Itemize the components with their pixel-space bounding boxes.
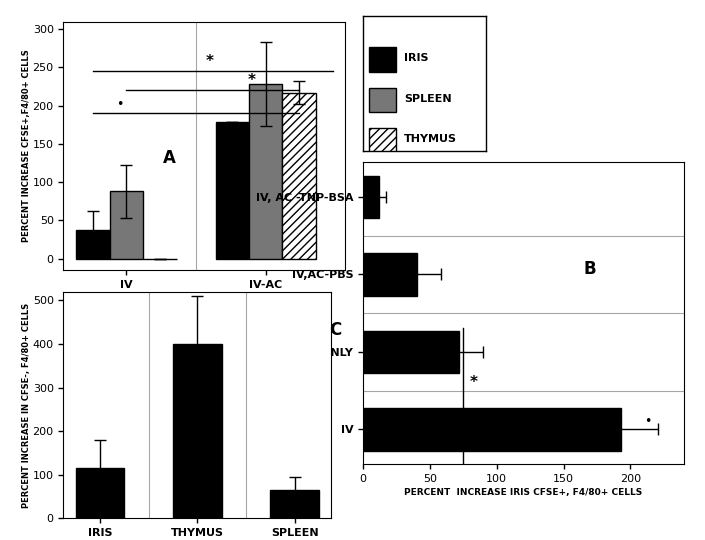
Text: *: * bbox=[470, 375, 478, 390]
Bar bbox=[369, 87, 396, 112]
Text: SPLEEN: SPLEEN bbox=[404, 93, 451, 104]
Text: A: A bbox=[163, 149, 176, 167]
Bar bbox=[369, 47, 396, 71]
Text: B: B bbox=[584, 260, 596, 279]
Text: •: • bbox=[644, 415, 651, 428]
Bar bbox=[110, 191, 143, 259]
Bar bbox=[283, 93, 316, 259]
Bar bbox=[75, 468, 124, 518]
Text: *: * bbox=[248, 73, 256, 88]
Bar bbox=[363, 408, 621, 451]
Bar bbox=[363, 330, 460, 373]
Bar bbox=[271, 490, 319, 518]
X-axis label: PERCENT  INCREASE IRIS CFSE+, F4/80+ CELLS: PERCENT INCREASE IRIS CFSE+, F4/80+ CELL… bbox=[405, 488, 642, 497]
Bar bbox=[363, 176, 379, 218]
Bar bbox=[363, 253, 417, 296]
Bar bbox=[216, 123, 249, 259]
Text: IRIS: IRIS bbox=[404, 53, 429, 63]
Y-axis label: PERCENT INCREASE CFSE+,F4/80+ CELLS: PERCENT INCREASE CFSE+,F4/80+ CELLS bbox=[23, 50, 31, 242]
Bar bbox=[76, 230, 110, 259]
Bar bbox=[173, 344, 222, 518]
Text: *: * bbox=[470, 414, 478, 429]
Text: *: * bbox=[206, 54, 214, 69]
Text: THYMUS: THYMUS bbox=[404, 134, 457, 144]
Y-axis label: PERCENT INCREASE IN CFSE-, F4/80+ CELLS: PERCENT INCREASE IN CFSE-, F4/80+ CELLS bbox=[23, 302, 31, 508]
Bar bbox=[249, 84, 283, 259]
Text: •: • bbox=[116, 98, 123, 111]
Text: C: C bbox=[329, 321, 341, 339]
Bar bbox=[369, 128, 396, 152]
